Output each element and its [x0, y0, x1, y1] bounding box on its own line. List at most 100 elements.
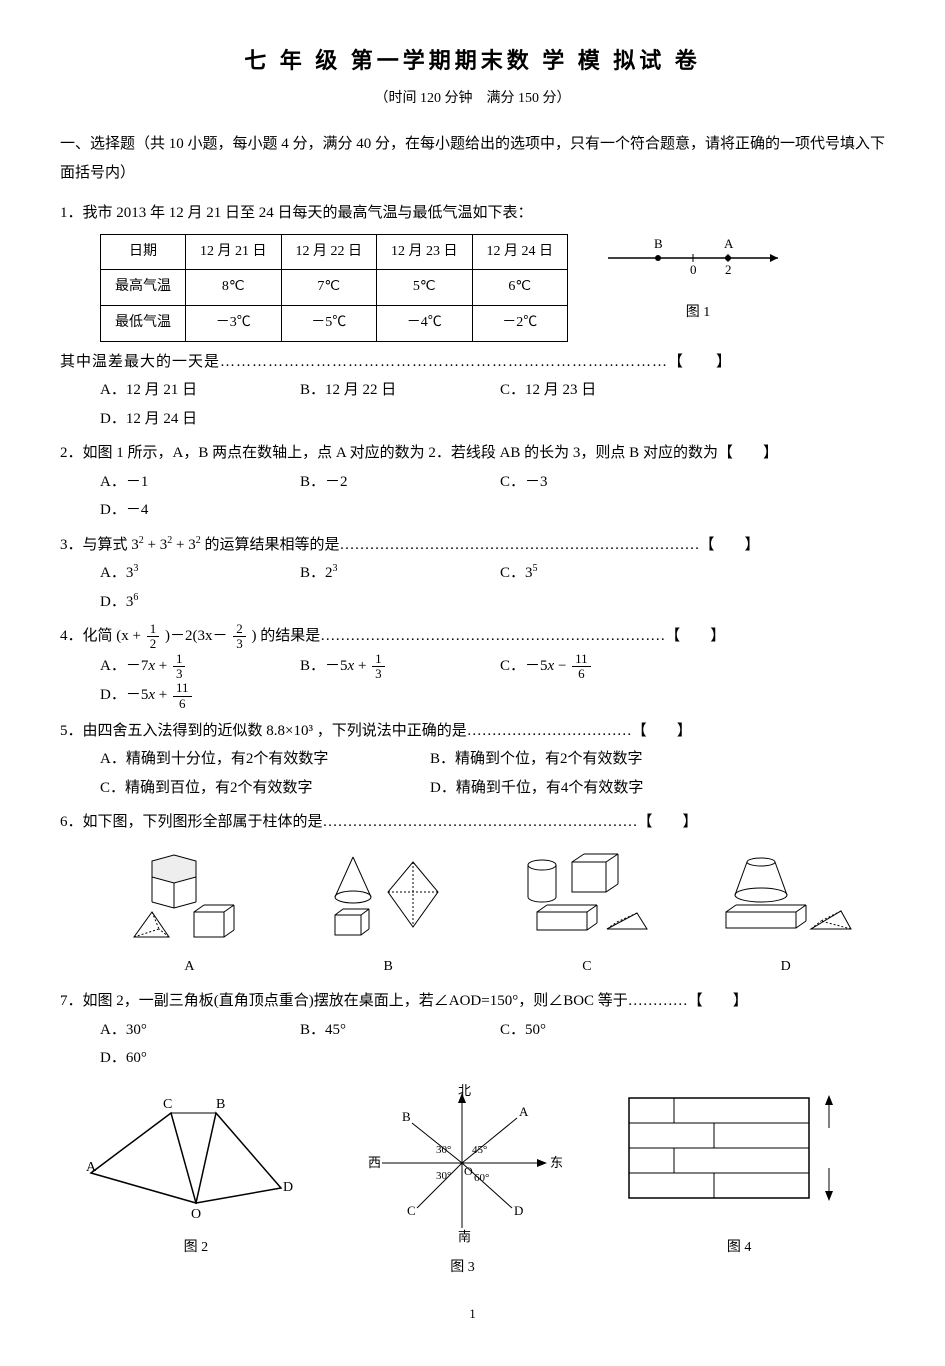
svg-text:30°: 30° — [436, 1144, 451, 1156]
solids-icon — [313, 847, 463, 942]
cell: 最低气温 — [101, 306, 186, 342]
svg-text:O: O — [464, 1164, 473, 1178]
text: )－2(3x－ — [165, 628, 228, 644]
opt-label: A — [109, 954, 269, 981]
svg-text:北: 北 — [458, 1083, 471, 1098]
solids-icon — [512, 847, 662, 942]
text: 3．与算式 3 — [60, 537, 139, 553]
table-row: 最高气温 8℃ 7℃ 5℃ 6℃ — [101, 270, 568, 306]
option: D．60° — [100, 1044, 280, 1073]
svg-text:A: A — [86, 1160, 97, 1175]
svg-text:A: A — [724, 236, 734, 251]
option: C．50° — [500, 1016, 680, 1045]
q6-stem: 6．如下图，下列图形全部属于柱体的是………………………………………………………【… — [60, 808, 885, 837]
cell: 8℃ — [186, 270, 282, 306]
option: B．－2 — [300, 468, 480, 497]
cell: －2℃ — [472, 306, 568, 342]
cell: 日期 — [101, 234, 186, 270]
svg-text:60°: 60° — [474, 1172, 489, 1184]
table-row: 日期 12 月 21 日 12 月 22 日 12 月 23 日 12 月 24… — [101, 234, 568, 270]
q4-stem: 4．化简 (x + 12 )－2(3x－ 23 ) 的结果是…………………………… — [60, 622, 885, 652]
figure-3: 北 南 东 西 A B C D 45° 30° 30° 60° O 图 3 — [352, 1083, 572, 1282]
option: D．精确到千位，有4个有效数字 — [430, 774, 760, 803]
cell: －4℃ — [377, 306, 473, 342]
svg-text:O: O — [191, 1207, 201, 1222]
shapes-option-d: D — [706, 847, 866, 981]
opt-label: D — [706, 954, 866, 981]
svg-text:2: 2 — [725, 262, 732, 277]
figure-4: 图 4 — [614, 1083, 864, 1282]
option: A．12 月 21 日 — [100, 376, 280, 405]
cell: 7℃ — [281, 270, 377, 306]
opt-label: B — [308, 954, 468, 981]
figure-2-caption: 图 2 — [81, 1235, 311, 1262]
svg-text:东: 东 — [550, 1155, 563, 1170]
page-subtitle: （时间 120 分钟 满分 150 分） — [60, 86, 885, 113]
text: 的运算结果相等的是………………………………………………………………【 】 — [201, 537, 760, 553]
figure-2: A C B D O 图 2 — [81, 1083, 311, 1282]
option: C．－3 — [500, 468, 680, 497]
option: D．－4 — [100, 496, 280, 525]
section-1-heading: 一、选择题（共 10 小题，每小题 4 分，满分 40 分，在每小题给出的选项中… — [60, 130, 885, 187]
table-row: 最低气温 －3℃ －5℃ －4℃ －2℃ — [101, 306, 568, 342]
cell: 5℃ — [377, 270, 473, 306]
opt-label: C — [507, 954, 667, 981]
svg-text:45°: 45° — [472, 1144, 487, 1156]
option: C．－5x − 116 — [500, 652, 680, 682]
option: B．－5x + 13 — [300, 652, 480, 682]
svg-text:B: B — [402, 1109, 411, 1124]
option: D．－5x + 116 — [100, 681, 280, 711]
q3-stem: 3．与算式 32 + 32 + 32 的运算结果相等的是………………………………… — [60, 531, 885, 560]
option: A．30° — [100, 1016, 280, 1045]
shapes-option-c: C — [507, 847, 667, 981]
triangle-boards-icon: A C B D O — [81, 1083, 311, 1223]
svg-text:C: C — [407, 1203, 416, 1218]
q1-tail: 其中温差最大的一天是…………………………………………………………………………【 … — [60, 348, 885, 377]
cell: －5℃ — [281, 306, 377, 342]
option: B．45° — [300, 1016, 480, 1045]
cell: 6℃ — [472, 270, 568, 306]
option: A．－1 — [100, 468, 280, 497]
page-number: 1 — [60, 1302, 885, 1327]
svg-text:D: D — [514, 1203, 523, 1218]
brick-pattern-icon — [614, 1083, 864, 1223]
question-2: 2．如图 1 所示，A，B 两点在数轴上，点 A 对应的数为 2．若线段 AB … — [60, 439, 885, 525]
svg-text:西: 西 — [368, 1155, 381, 1170]
option: C．12 月 23 日 — [500, 376, 680, 405]
option: B．23 — [300, 559, 480, 588]
q7-stem: 7．如图 2，一副三角板(直角顶点重合)摆放在桌面上，若∠AOD=150°，则∠… — [60, 987, 885, 1016]
solids-icon — [114, 847, 264, 942]
svg-text:C: C — [163, 1097, 172, 1112]
q1-stem: 1．我市 2013 年 12 月 21 日至 24 日每天的最高气温与最低气温如… — [60, 199, 885, 228]
option: B．精确到个位，有2个有效数字 — [430, 745, 760, 774]
solids-icon — [711, 847, 861, 942]
cell: 12 月 22 日 — [281, 234, 377, 270]
cell: 12 月 24 日 — [472, 234, 568, 270]
figure-4-caption: 图 4 — [614, 1235, 864, 1262]
question-7: 7．如图 2，一副三角板(直角顶点重合)摆放在桌面上，若∠AOD=150°，则∠… — [60, 987, 885, 1073]
cell: 12 月 21 日 — [186, 234, 282, 270]
text: ) 的结果是……………………………………………………………【 】 — [251, 628, 725, 644]
svg-text:A: A — [519, 1104, 529, 1119]
option: A．－7x + 13 — [100, 652, 280, 682]
numberline-icon: B A 0 2 — [598, 228, 798, 288]
svg-text:D: D — [283, 1180, 293, 1195]
svg-text:30°: 30° — [436, 1170, 451, 1182]
option: D．12 月 24 日 — [100, 405, 280, 434]
figure-1-caption: 图 1 — [598, 300, 798, 327]
svg-text:南: 南 — [458, 1229, 471, 1243]
cell: －3℃ — [186, 306, 282, 342]
text: 4．化简 (x + — [60, 628, 145, 644]
question-4: 4．化简 (x + 12 )－2(3x－ 23 ) 的结果是…………………………… — [60, 622, 885, 711]
option: C．精确到百位，有2个有效数字 — [100, 774, 430, 803]
question-5: 5．由四舍五入法得到的近似数 8.8×10³ ，下列说法中正确的是…………………… — [60, 717, 885, 803]
figure-3-caption: 图 3 — [352, 1255, 572, 1282]
svg-text:B: B — [216, 1097, 225, 1112]
option: A．33 — [100, 559, 280, 588]
q5-stem: 5．由四舍五入法得到的近似数 8.8×10³ ，下列说法中正确的是…………………… — [60, 717, 885, 746]
shapes-option-a: A — [109, 847, 269, 981]
q1-table: 日期 12 月 21 日 12 月 22 日 12 月 23 日 12 月 24… — [100, 234, 568, 342]
question-3: 3．与算式 32 + 32 + 32 的运算结果相等的是………………………………… — [60, 531, 885, 617]
page-title: 七 年 级 第一学期期末数 学 模 拟试 卷 — [60, 40, 885, 82]
option: C．35 — [500, 559, 680, 588]
